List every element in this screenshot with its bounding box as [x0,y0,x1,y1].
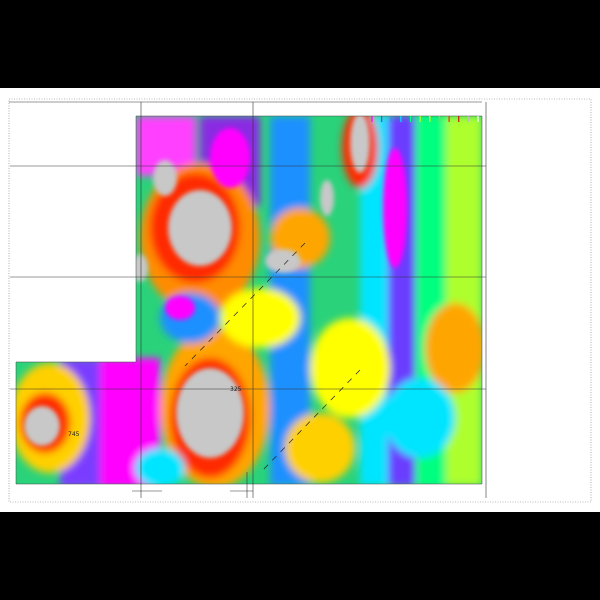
anomaly-map: 325 745 [8,98,592,503]
color-legend [371,116,479,122]
map-grid [10,102,487,498]
station-label-1: 325 [230,386,242,393]
survey-boundary [15,115,483,485]
station-label-2: 745 [68,431,80,438]
outer-neatline [8,98,592,503]
survey-raster [16,116,482,484]
bottom-scale [132,472,253,498]
fault-traces [184,242,361,474]
map-frame: 325 745 [0,88,600,512]
